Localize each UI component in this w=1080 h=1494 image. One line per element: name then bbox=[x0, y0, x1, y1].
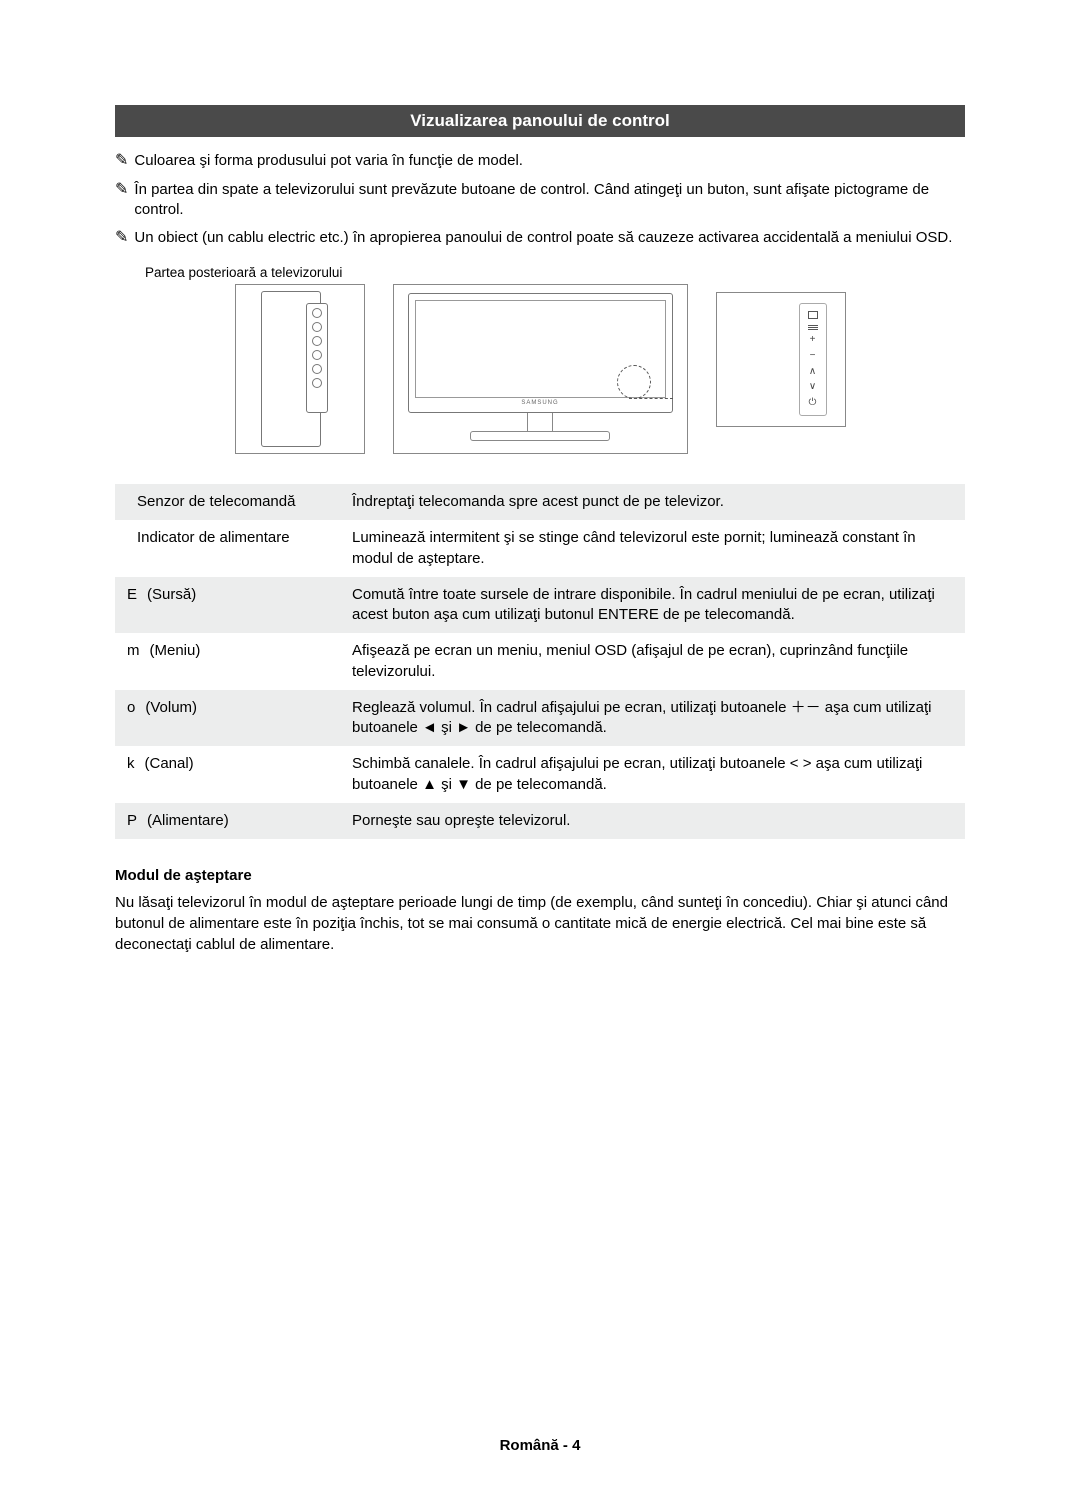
row-label: Indicator de alimentare bbox=[137, 529, 290, 546]
note-text: În partea din spate a televizorului sunt… bbox=[134, 180, 965, 221]
tv-logo: SAMSUNG bbox=[521, 400, 558, 406]
row-label: (Canal) bbox=[145, 755, 194, 772]
note-text: Culoarea şi forma produsului pot varia î… bbox=[134, 151, 965, 171]
diagram-front-view: SAMSUNG bbox=[393, 284, 688, 454]
row-prefix: k bbox=[127, 755, 135, 772]
page-footer: Română - 4 bbox=[500, 1437, 581, 1454]
row-prefix: m bbox=[127, 642, 140, 659]
controls-table: Senzor de telecomandă Îndreptaţi telecom… bbox=[115, 484, 965, 839]
row-desc: Luminează intermitent şi se stinge când … bbox=[340, 520, 965, 577]
row-label: (Alimentare) bbox=[147, 812, 229, 829]
ch-down-icon: ∨ bbox=[809, 382, 816, 392]
ch-up-icon: ∧ bbox=[809, 367, 816, 377]
row-label: (Sursă) bbox=[147, 586, 196, 603]
section-header: Vizualizarea panoului de control bbox=[115, 105, 965, 137]
row-prefix: P bbox=[127, 812, 137, 829]
table-row: P (Alimentare) Porneşte sau opreşte telev… bbox=[115, 803, 965, 839]
table-row: Indicator de alimentare Luminează interm… bbox=[115, 520, 965, 577]
vol-down-icon: − bbox=[810, 351, 816, 361]
standby-text: Nu lăsaţi televizorul în modul de aştept… bbox=[115, 892, 965, 955]
row-desc: Afişează pe ecran un meniu, meniul OSD (… bbox=[340, 633, 965, 690]
row-label: Senzor de telecomandă bbox=[137, 493, 295, 510]
menu-icon bbox=[808, 325, 818, 330]
row-desc: Schimbă canalele. În cadrul afişajului p… bbox=[340, 746, 965, 803]
table-row: o (Volum) Reglează volumul. În cadrul afi… bbox=[115, 690, 965, 747]
note-icon: ✎ bbox=[115, 228, 128, 249]
notes-list: ✎ Culoarea şi forma produsului pot varia… bbox=[115, 151, 965, 249]
diagram-button-strip: + − ∧ ∨ ⏻ bbox=[716, 292, 846, 427]
table-row: Senzor de telecomandă Îndreptaţi telecom… bbox=[115, 484, 965, 520]
note-item: ✎ Culoarea şi forma produsului pot varia… bbox=[115, 151, 965, 172]
diagram-back-view bbox=[235, 284, 365, 454]
row-desc: Porneşte sau opreşte televizorul. bbox=[340, 803, 965, 839]
vol-up-icon: + bbox=[810, 335, 816, 345]
power-icon: ⏻ bbox=[809, 398, 817, 408]
note-icon: ✎ bbox=[115, 180, 128, 201]
note-item: ✎ În partea din spate a televizorului su… bbox=[115, 180, 965, 221]
note-item: ✎ Un obiect (un cablu electric etc.) în … bbox=[115, 228, 965, 249]
row-prefix: o bbox=[127, 699, 135, 716]
row-prefix: E bbox=[127, 586, 137, 603]
row-desc: Îndreptaţi telecomanda spre acest punct … bbox=[340, 484, 965, 520]
source-icon bbox=[808, 311, 818, 319]
row-desc: Comută între toate sursele de intrare di… bbox=[340, 577, 965, 634]
standby-heading: Modul de aşteptare bbox=[115, 867, 965, 884]
note-text: Un obiect (un cablu electric etc.) în ap… bbox=[134, 228, 965, 248]
diagrams: SAMSUNG + − ∧ ∨ ⏻ bbox=[115, 284, 965, 454]
note-icon: ✎ bbox=[115, 151, 128, 172]
diagram-caption: Partea posterioară a televizorului bbox=[145, 265, 965, 280]
row-label: (Volum) bbox=[145, 699, 197, 716]
table-row: k (Canal) Schimbă canalele. În cadrul afi… bbox=[115, 746, 965, 803]
table-row: E (Sursă) Comută între toate sursele de i… bbox=[115, 577, 965, 634]
row-label: (Meniu) bbox=[150, 642, 201, 659]
table-row: m (Meniu) Afişează pe ecran un meniu, men… bbox=[115, 633, 965, 690]
row-desc: Reglează volumul. În cadrul afişajului p… bbox=[340, 690, 965, 747]
